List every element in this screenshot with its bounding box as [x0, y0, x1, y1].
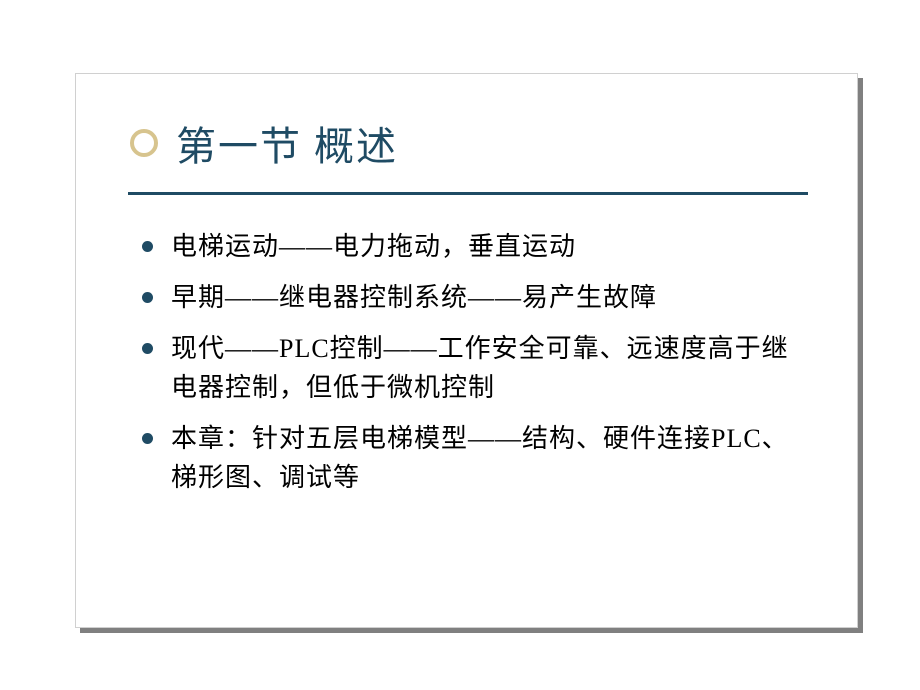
title-bullet-icon — [130, 129, 158, 157]
bullet-icon — [142, 292, 153, 303]
bullet-icon — [142, 343, 153, 354]
title-container: 第一节 概述 — [130, 114, 809, 172]
title-divider — [128, 192, 808, 195]
bullet-list: 电梯运动——电力拖动，垂直运动 早期——继电器控制系统——易产生故障 现代——P… — [142, 227, 809, 497]
bullet-text: 现代——PLC控制——工作安全可靠、远速度高于继电器控制，但低于微机控制 — [171, 329, 809, 407]
bullet-text: 早期——继电器控制系统——易产生故障 — [171, 278, 657, 317]
list-item: 早期——继电器控制系统——易产生故障 — [142, 278, 809, 317]
bullet-text: 本章：针对五层电梯模型——结构、硬件连接PLC、梯形图、调试等 — [171, 419, 809, 497]
slide-content: 第一节 概述 电梯运动——电力拖动，垂直运动 早期——继电器控制系统——易产生故… — [76, 74, 857, 627]
list-item: 本章：针对五层电梯模型——结构、硬件连接PLC、梯形图、调试等 — [142, 419, 809, 497]
slide-title: 第一节 概述 — [176, 114, 398, 172]
list-item: 电梯运动——电力拖动，垂直运动 — [142, 227, 809, 266]
bullet-icon — [142, 241, 153, 252]
list-item: 现代——PLC控制——工作安全可靠、远速度高于继电器控制，但低于微机控制 — [142, 329, 809, 407]
bullet-icon — [142, 433, 153, 444]
bullet-text: 电梯运动——电力拖动，垂直运动 — [171, 227, 576, 266]
